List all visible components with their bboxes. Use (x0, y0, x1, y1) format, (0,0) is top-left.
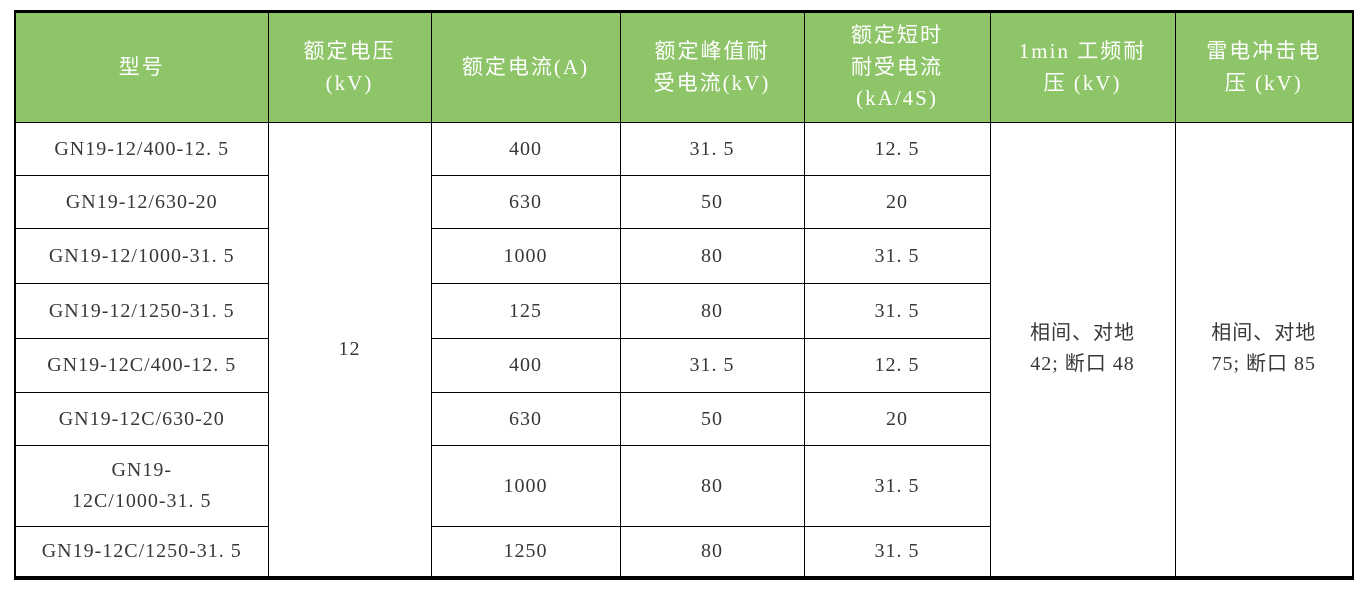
table-row: GN19-12/400-12. 5 12 400 31. 5 12. 5 相间、… (14, 122, 1354, 578)
cell-peak-withstand: 80 (619, 283, 805, 339)
cell-rated-current: 400 (430, 338, 621, 393)
col-header-lightning-impulse: 雷电冲击电 压 (kV) (1174, 11, 1354, 123)
spec-table: 型号 额定电压 (kV) 额定电流(A) 额定峰值耐 受电流(kV) 额定短时 … (14, 10, 1354, 580)
cell-rated-current: 125 (430, 283, 621, 339)
cell-model: GN19- 12C/1000-31. 5 (14, 445, 269, 527)
cell-model: GN19-12/1250-31. 5 (14, 283, 269, 339)
cell-short-time-withstand: 31. 5 (803, 283, 991, 339)
cell-peak-withstand: 50 (619, 392, 805, 446)
table-row: GN19-12C/630-20 630 50 20 (14, 392, 1353, 446)
table-row: GN19-12/630-20 630 50 20 (14, 175, 1353, 229)
cell-short-time-withstand: 20 (803, 392, 991, 446)
table-row: GN19-12/1250-31. 5 125 80 31. 5 (14, 283, 1353, 339)
cell-model: GN19-12C/630-20 (14, 392, 269, 446)
cell-peak-withstand: 31. 5 (619, 122, 805, 176)
cell-peak-withstand: 80 (619, 445, 805, 527)
table-row: GN19-12/1000-31. 5 1000 80 31. 5 (14, 228, 1353, 284)
cell-model: GN19-12C/1250-31. 5 (14, 526, 269, 578)
cell-peak-withstand: 80 (619, 228, 805, 284)
cell-peak-withstand: 50 (619, 175, 805, 229)
cell-rated-voltage-merged: 12 (267, 122, 432, 578)
cell-model: GN19-12/630-20 (14, 175, 269, 229)
cell-model: GN19-12/1000-31. 5 (14, 228, 269, 284)
table-row: GN19-12C/400-12. 5 400 31. 5 12. 5 (14, 338, 1353, 393)
cell-short-time-withstand: 31. 5 (803, 445, 991, 527)
cell-rated-current: 1250 (430, 526, 621, 578)
col-header-peak-withstand-current: 额定峰值耐 受电流(kV) (619, 11, 805, 123)
cell-peak-withstand: 31. 5 (619, 338, 805, 393)
cell-rated-current: 630 (430, 392, 621, 446)
cell-model: GN19-12/400-12. 5 (14, 122, 269, 176)
table-row: GN19- 12C/1000-31. 5 1000 80 31. 5 (14, 445, 1353, 527)
header-row: 型号 额定电压 (kV) 额定电流(A) 额定峰值耐 受电流(kV) 额定短时 … (14, 11, 1354, 123)
cell-model: GN19-12C/400-12. 5 (14, 338, 269, 393)
cell-short-time-withstand: 20 (803, 175, 991, 229)
cell-short-time-withstand: 12. 5 (803, 338, 991, 393)
col-header-rated-current: 额定电流(A) (430, 11, 621, 123)
spec-table-container: 型号 额定电压 (kV) 额定电流(A) 额定峰值耐 受电流(kV) 额定短时 … (14, 10, 1354, 580)
col-header-rated-voltage: 额定电压 (kV) (267, 11, 432, 123)
cell-lightning-impulse-merged: 相间、对地 75; 断口 85 (1174, 122, 1354, 578)
col-header-model: 型号 (14, 11, 269, 123)
cell-rated-current: 400 (430, 122, 621, 176)
cell-rated-current: 630 (430, 175, 621, 229)
cell-short-time-withstand: 31. 5 (803, 526, 991, 578)
cell-short-time-withstand: 12. 5 (803, 122, 991, 176)
cell-rated-current: 1000 (430, 228, 621, 284)
cell-peak-withstand: 80 (619, 526, 805, 578)
cell-power-frequency-withstand-merged: 相间、对地 42; 断口 48 (989, 122, 1176, 578)
cell-rated-current: 1000 (430, 445, 621, 527)
col-header-short-time-withstand-current: 额定短时 耐受电流 (kA/4S) (803, 11, 991, 123)
cell-short-time-withstand: 31. 5 (803, 228, 991, 284)
table-row: GN19-12C/1250-31. 5 1250 80 31. 5 (14, 526, 1353, 578)
col-header-power-frequency-withstand: 1min 工频耐 压 (kV) (989, 11, 1176, 123)
